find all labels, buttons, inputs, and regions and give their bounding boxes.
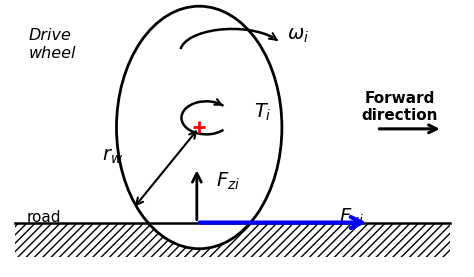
Text: $T_i$: $T_i$ (254, 102, 271, 123)
Text: $\omega_i$: $\omega_i$ (287, 26, 309, 45)
Text: Drive
wheel: Drive wheel (29, 28, 77, 61)
Ellipse shape (117, 6, 282, 249)
Text: $r_w$: $r_w$ (102, 147, 124, 166)
Text: $F_{xi}$: $F_{xi}$ (338, 206, 364, 228)
Text: $F_{zi}$: $F_{zi}$ (216, 171, 240, 192)
Bar (15, 222, 450, 257)
Text: road: road (27, 209, 61, 225)
Text: Forward
direction: Forward direction (362, 91, 438, 123)
